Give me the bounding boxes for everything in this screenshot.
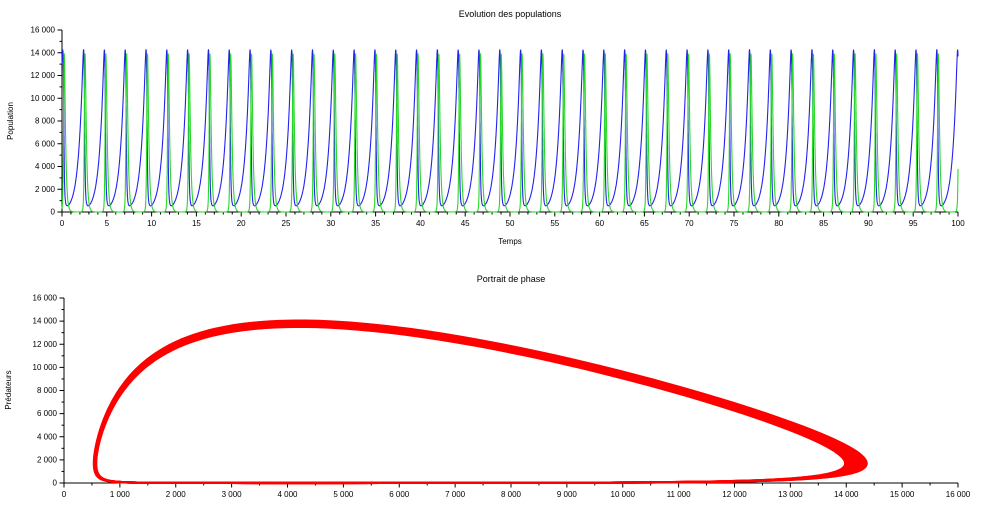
top-chart-ylabel: Population <box>6 102 15 140</box>
x-tick-label: 40 <box>416 219 425 228</box>
y-tick-label: 8 000 <box>35 117 56 126</box>
x-tick-label: 13 000 <box>778 490 803 499</box>
y-tick-label: 12 000 <box>33 340 58 349</box>
y-tick-label: 14 000 <box>31 48 56 57</box>
bottom-chart-title: Portrait de phase <box>477 274 546 284</box>
x-tick-label: 14 000 <box>834 490 859 499</box>
x-tick-label: 0 <box>62 490 67 499</box>
x-tick-label: 30 <box>326 219 335 228</box>
x-tick-label: 1 000 <box>110 490 131 499</box>
x-tick-label: 75 <box>730 219 739 228</box>
y-tick-label: 12 000 <box>31 71 56 80</box>
x-tick-label: 15 <box>192 219 201 228</box>
top-chart-series <box>61 49 959 213</box>
x-tick-label: 8 000 <box>501 490 522 499</box>
phase-orbit-path <box>92 319 868 485</box>
x-tick-label: 3 000 <box>222 490 243 499</box>
phase-orbit-path <box>93 322 859 485</box>
x-tick-label: 10 000 <box>611 490 636 499</box>
top-chart-xlabel: Temps <box>498 237 522 246</box>
x-tick-label: 85 <box>819 219 828 228</box>
x-tick-label: 12 000 <box>722 490 747 499</box>
y-tick-label: 4 000 <box>35 162 56 171</box>
phase-orbit-path <box>93 322 857 485</box>
series-path-predateurs <box>61 53 959 213</box>
top-chart-axes: 0 5 10 15 20 25 30 35 40 45 50 55 60 65 70 75 80 85 90 95 10… <box>31 26 966 229</box>
y-tick-label: 2 000 <box>35 185 56 194</box>
bottom-chart-axes: 0 1 000 2 000 3 000 4 000 5 000 6 000 7 000 8 00… <box>33 294 971 500</box>
bottom-chart-ylabel: Prédateurs <box>4 370 13 409</box>
x-tick-label: 20 <box>237 219 246 228</box>
y-tick-label: 0 <box>53 479 58 488</box>
y-tick-label: 16 000 <box>31 26 56 35</box>
x-tick-label: 0 <box>60 219 65 228</box>
x-tick-label: 10 <box>147 219 156 228</box>
bottom-chart-series <box>92 319 868 485</box>
y-tick-label: 0 <box>51 208 56 217</box>
y-tick-label: 10 000 <box>33 363 58 372</box>
x-tick-label: 55 <box>550 219 559 228</box>
x-tick-label: 7 000 <box>445 490 466 499</box>
phase-orbit-path <box>94 323 856 485</box>
top-chart-title: Evolution des populations <box>459 9 562 19</box>
y-tick-label: 10 000 <box>31 94 56 103</box>
x-tick-label: 35 <box>371 219 380 228</box>
y-tick-label: 4 000 <box>37 432 58 441</box>
x-tick-label: 50 <box>506 219 515 228</box>
y-tick-label: 2 000 <box>37 455 58 464</box>
x-tick-label: 4 000 <box>277 490 298 499</box>
x-tick-label: 5 <box>105 219 110 228</box>
bottom-chart: Portrait de phase 0 1 000 2 000 3 000 4 000 5… <box>4 274 971 499</box>
x-tick-label: 25 <box>282 219 291 228</box>
x-tick-label: 15 000 <box>890 490 915 499</box>
x-tick-label: 16 000 <box>946 490 971 499</box>
x-tick-label: 2 000 <box>166 490 187 499</box>
y-tick-label: 14 000 <box>33 317 58 326</box>
x-tick-label: 45 <box>461 219 470 228</box>
y-tick-label: 6 000 <box>37 409 58 418</box>
x-tick-label: 70 <box>685 219 694 228</box>
y-tick-label: 6 000 <box>35 139 56 148</box>
series-path-proies <box>61 49 959 207</box>
x-tick-label: 90 <box>864 219 873 228</box>
x-tick-label: 65 <box>640 219 649 228</box>
x-tick-label: 5 000 <box>333 490 354 499</box>
top-chart: Evolution des populations 0 5 10 15 20 25 30 35… <box>6 9 965 246</box>
y-tick-label: 16 000 <box>33 294 58 303</box>
x-tick-label: 11 000 <box>667 490 691 499</box>
x-tick-label: 95 <box>909 219 918 228</box>
x-tick-label: 100 <box>951 219 965 228</box>
x-tick-label: 80 <box>774 219 783 228</box>
x-tick-label: 6 000 <box>389 490 410 499</box>
y-tick-label: 8 000 <box>37 386 58 395</box>
x-tick-label: 60 <box>595 219 604 228</box>
x-tick-label: 9 000 <box>557 490 578 499</box>
